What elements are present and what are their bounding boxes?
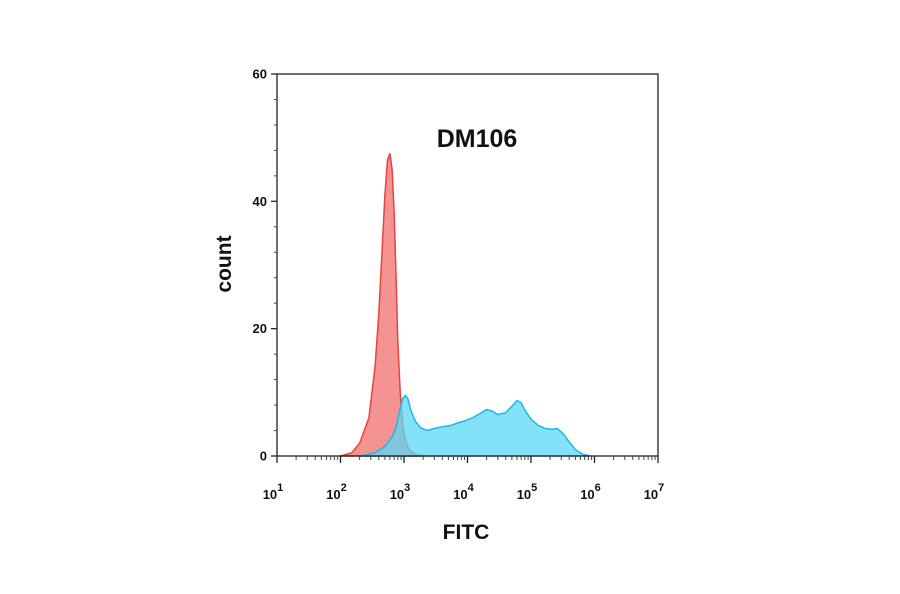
y-tick-label: 40 — [253, 194, 267, 209]
x-tick-label: 101 — [263, 482, 284, 502]
histogram-series-2 — [358, 394, 591, 457]
y-axis-title: count — [213, 235, 236, 292]
y-tick-label: 20 — [253, 321, 267, 336]
x-tick-label: 107 — [644, 482, 665, 502]
y-axis: 0 20 40 60 — [253, 67, 277, 464]
x-axis: 101 102 103 104 105 106 107 — [263, 456, 665, 502]
y-tick-label: 0 — [260, 449, 267, 464]
x-axis-title: FITC — [443, 521, 490, 544]
chart-title: DM106 — [437, 125, 518, 153]
x-tick-label: 105 — [517, 482, 538, 502]
x-tick-label: 103 — [390, 482, 411, 502]
x-tick-label: 106 — [580, 482, 601, 502]
x-tick-label: 102 — [326, 482, 347, 502]
y-tick-label: 60 — [253, 67, 267, 82]
x-tick-label: 104 — [453, 482, 474, 502]
series-layer — [339, 152, 591, 457]
